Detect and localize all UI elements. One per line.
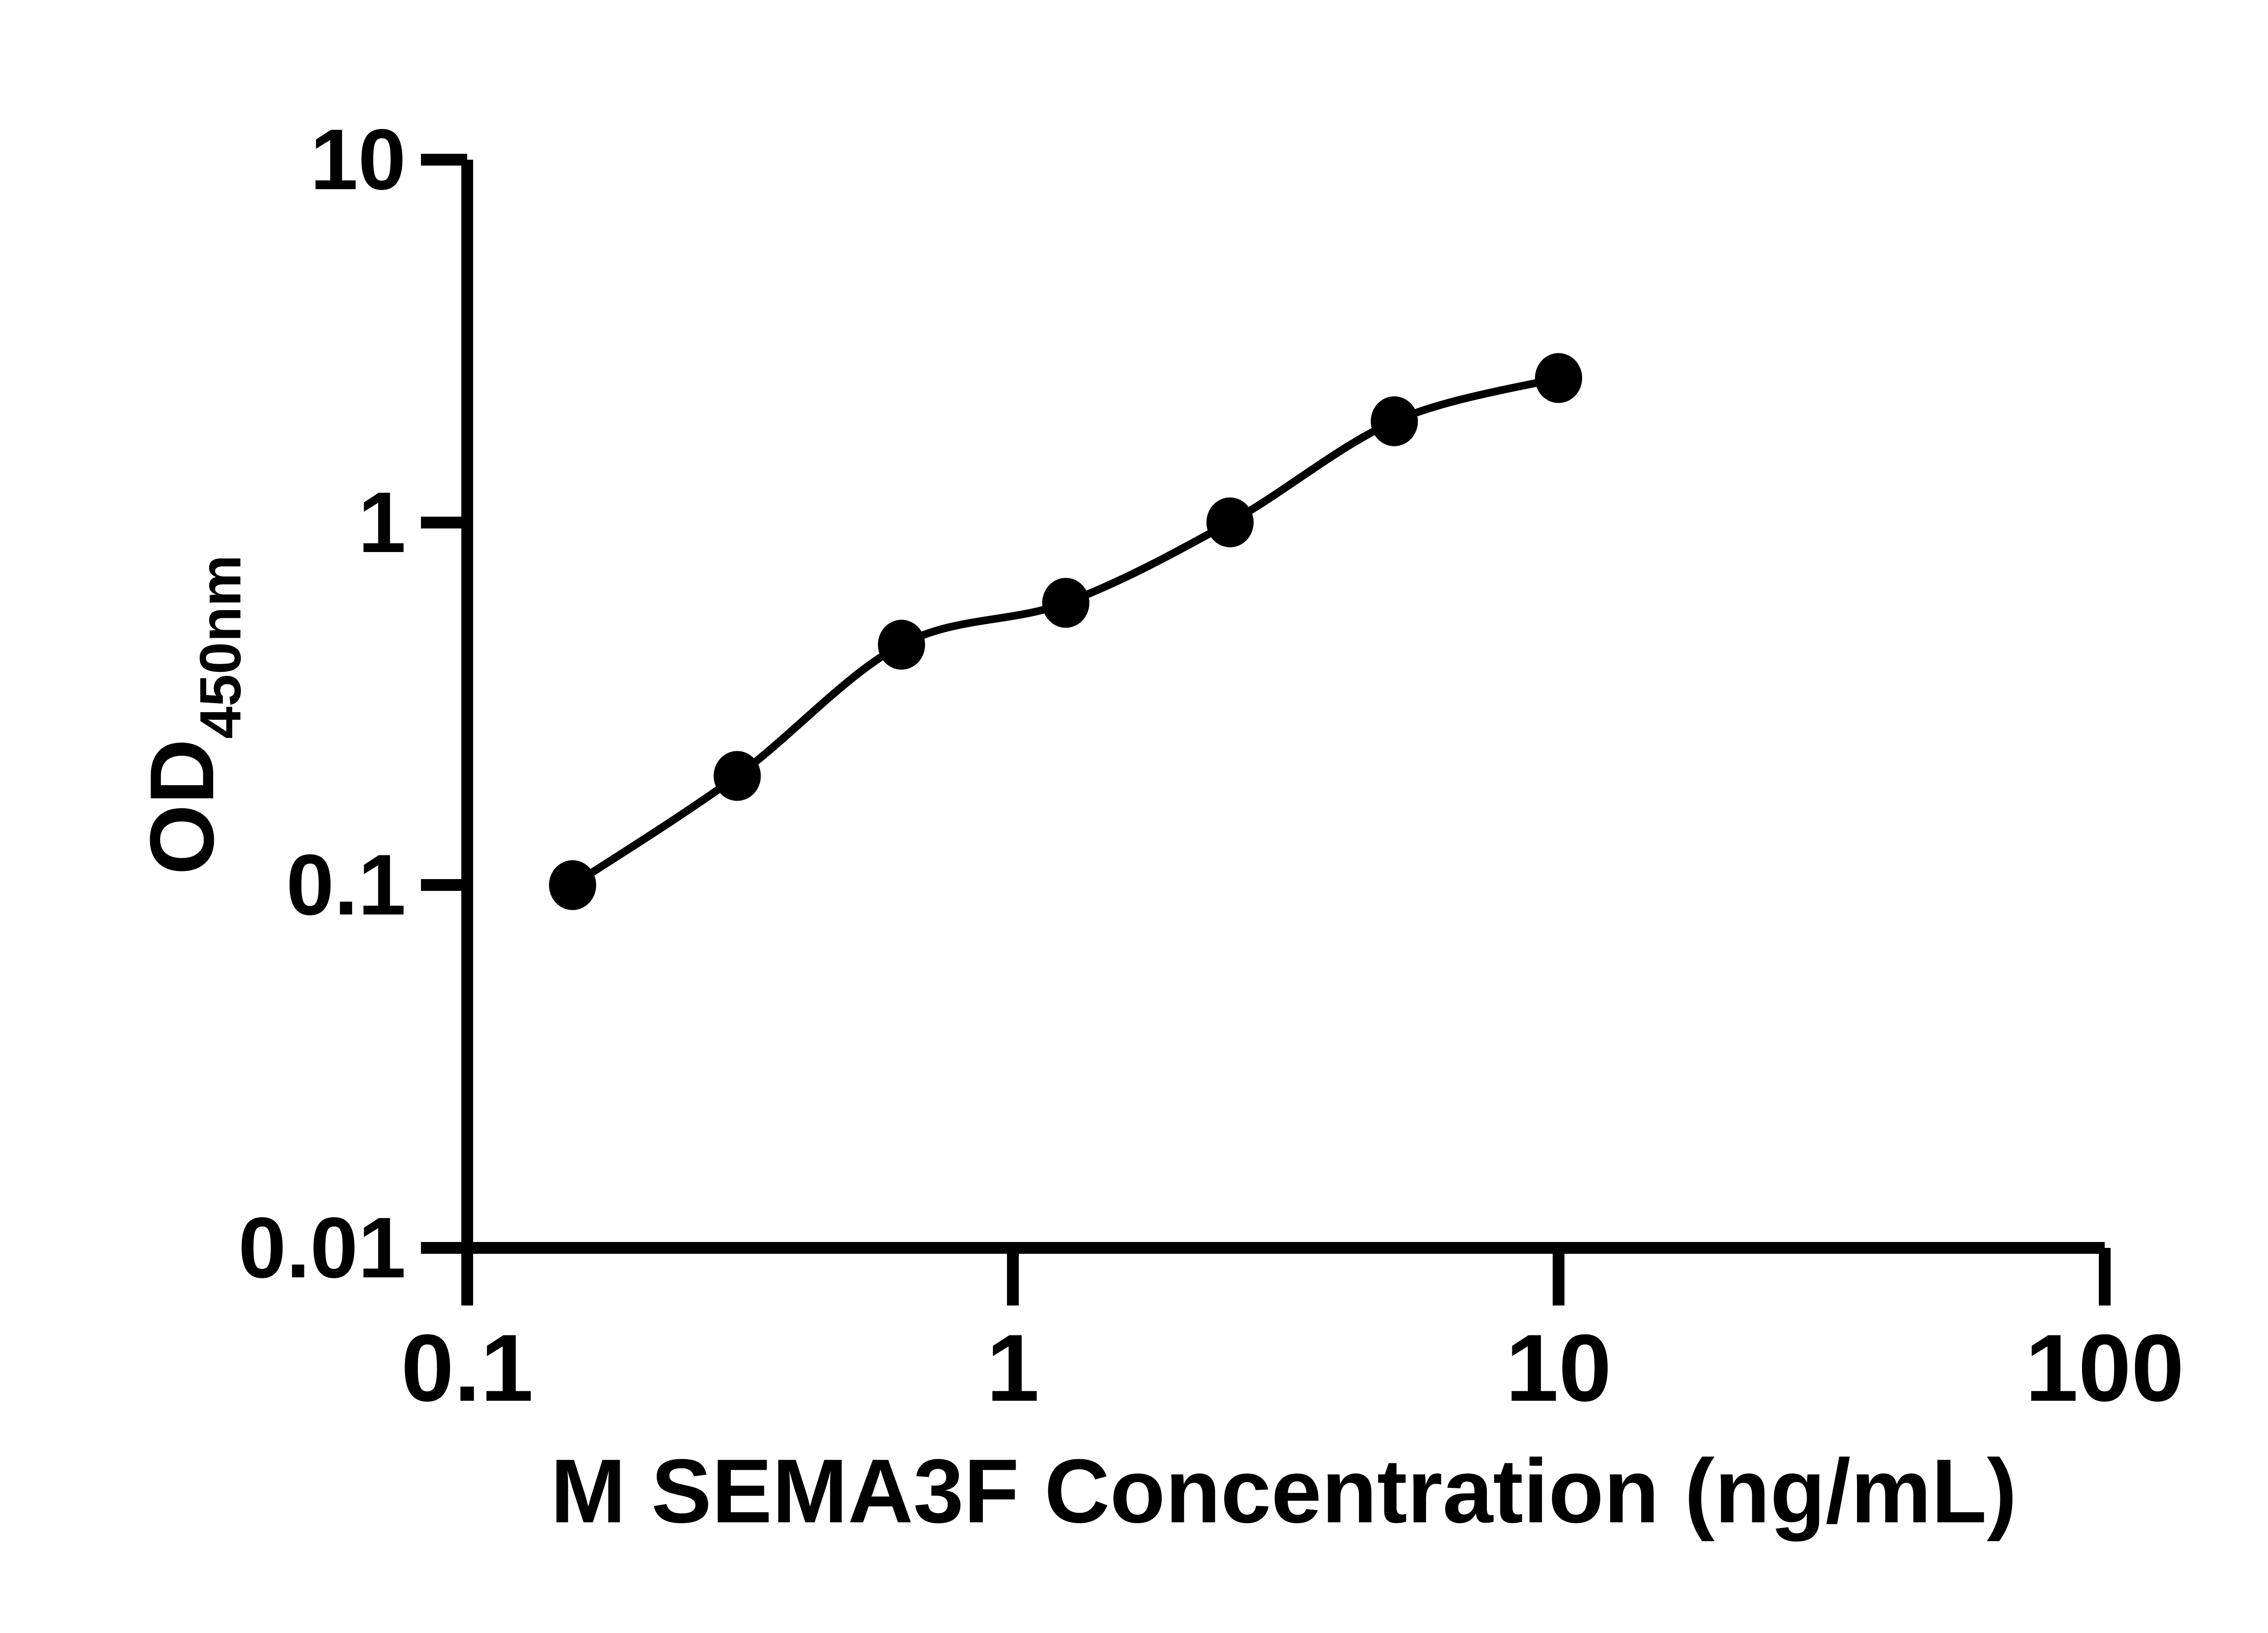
data-point-marker [878,620,925,670]
elisa-standard-curve-figure: 10 1 0.1 0.01 0.1 1 10 100 M SEMA3F Conc… [18,7,2268,1633]
axes-frame [421,160,2105,1254]
data-point-marker [1370,396,1418,446]
data-point-marker [714,751,761,801]
x-axis-title: M SEMA3F Concentration (ng/mL) [550,1441,2017,1542]
x-tick-label-100: 100 [2025,1315,2184,1421]
data-point-marker [1206,497,1254,548]
data-point-markers [549,353,1582,910]
data-point-marker [1042,578,1090,628]
x-axis-ticks [461,1248,2111,1305]
y-axis-ticks [421,154,467,1254]
standard-curve-line [568,374,1563,889]
x-tick-label-0-1: 0.1 [401,1315,533,1421]
data-point-marker [549,860,596,910]
y-axis-title: OD450nm [132,555,253,875]
chart-svg: 10 1 0.1 0.01 0.1 1 10 100 M SEMA3F Conc… [132,112,2184,1542]
y-axis-title-main: OD [132,739,233,875]
x-tick-label-10: 10 [1505,1315,1612,1421]
data-point-marker [1535,353,1582,403]
data-series-layer [549,353,1582,910]
y-tick-label-10: 10 [310,112,406,208]
y-tick-label-0-01: 0.01 [238,1200,406,1296]
svg-text:OD450nm: OD450nm [132,555,253,875]
x-tick-label-1: 1 [987,1315,1040,1421]
y-tick-label-0-1: 0.1 [286,837,406,933]
y-axis-title-subscript: 450nm [188,555,253,739]
y-tick-label-1: 1 [358,474,406,571]
y-axis-tick-labels: 10 1 0.1 0.01 [238,112,406,1296]
x-axis-tick-labels: 0.1 1 10 100 [401,1315,2184,1421]
